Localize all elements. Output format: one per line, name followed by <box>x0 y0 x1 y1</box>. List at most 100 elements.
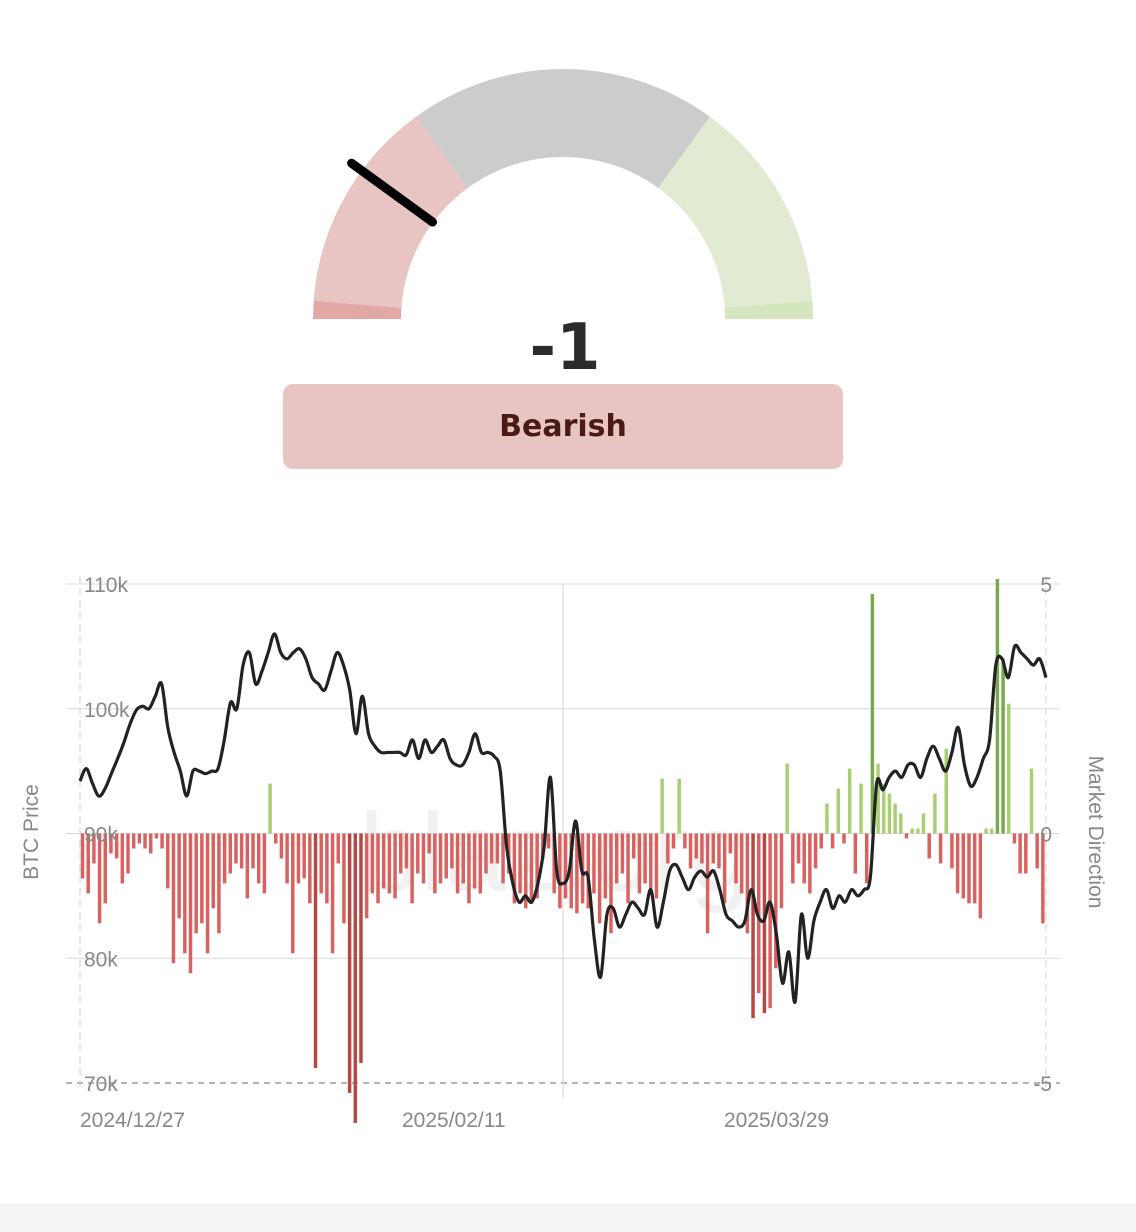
direction-bar <box>535 833 539 899</box>
direction-bar <box>319 833 323 894</box>
direction-bar <box>160 833 164 849</box>
direction-bar <box>131 833 136 849</box>
direction-bar <box>558 833 562 909</box>
direction-bar <box>109 833 113 854</box>
direction-bar <box>967 833 971 904</box>
direction-bar <box>126 833 130 874</box>
chart-svg: blaz.org 70k80k90k100k110k-5052024/12/27… <box>20 574 1107 1132</box>
x-tick-label: 2024/12/27 <box>80 1109 185 1132</box>
direction-bar <box>853 833 858 874</box>
direction-bar <box>757 833 761 994</box>
direction-bar <box>882 783 886 834</box>
direction-bar <box>461 833 465 884</box>
direction-bar <box>785 763 789 834</box>
direction-bar <box>251 833 255 869</box>
direction-bar <box>734 833 738 884</box>
direction-bar <box>660 778 664 834</box>
axis-labels: 70k 80k 90k 100k 110k -5 0 5 2024/12/27 2025/02/1… <box>20 574 1107 1132</box>
direction-bar <box>154 833 159 839</box>
direction-bar <box>626 833 630 904</box>
direction-bar <box>438 833 443 884</box>
direction-bar <box>876 763 880 834</box>
direction-bar <box>268 783 272 834</box>
direction-bar <box>1029 768 1034 834</box>
gauge-needle <box>347 158 438 227</box>
price-series <box>78 632 1048 1004</box>
gauge-segment-bullish <box>658 116 813 319</box>
direction-bar <box>643 833 647 884</box>
direction-bar <box>86 833 90 894</box>
direction-bar <box>774 833 778 969</box>
direction-bar <box>563 833 568 899</box>
direction-bar <box>234 833 238 864</box>
direction-bar <box>484 833 488 874</box>
y-right-tick-label: -5 <box>1033 1073 1052 1096</box>
direction-bar <box>148 833 153 854</box>
direction-bar <box>762 833 767 1014</box>
direction-bar <box>1024 833 1028 874</box>
direction-bar <box>836 788 841 834</box>
direction-bar <box>944 748 948 834</box>
direction-bar <box>200 833 204 924</box>
direction-bar <box>575 833 579 914</box>
direction-bar <box>978 833 983 919</box>
direction-bar <box>779 833 784 909</box>
direction-bar <box>711 833 716 864</box>
direction-bar <box>308 833 312 904</box>
direction-bar <box>222 833 227 884</box>
direction-bar <box>830 833 835 849</box>
direction-bar <box>808 833 812 894</box>
direction-bar <box>120 833 125 884</box>
direction-bar <box>137 833 142 844</box>
direction-bar <box>313 833 318 1069</box>
direction-bar <box>728 833 733 854</box>
direction-bar <box>342 833 346 924</box>
direction-bar <box>910 828 914 834</box>
direction-bar <box>524 833 528 909</box>
direction-bar <box>495 833 500 864</box>
direction-bar <box>410 833 414 904</box>
y-right-tick-label: 0 <box>1040 824 1052 847</box>
direction-bar <box>387 833 392 894</box>
direction-bar <box>501 833 505 884</box>
direction-bar <box>984 828 988 834</box>
direction-bar <box>614 833 619 884</box>
direction-bar <box>899 813 903 834</box>
direction-bar <box>285 833 289 884</box>
direction-bar <box>489 833 494 864</box>
direction-bar <box>80 833 85 879</box>
gauge-segment-neutral <box>416 68 710 188</box>
direction-bar <box>336 833 340 864</box>
direction-bar <box>404 833 409 869</box>
direction-bar <box>1007 703 1011 834</box>
direction-bar <box>597 833 602 924</box>
direction-bar <box>654 833 659 899</box>
direction-bar <box>433 833 437 894</box>
direction-bar <box>938 833 943 864</box>
y-right-tick-label: 5 <box>1040 574 1052 597</box>
direction-bar <box>205 833 210 954</box>
direction-bar <box>870 593 875 834</box>
direction-bar <box>518 833 522 894</box>
direction-bar <box>183 833 187 954</box>
direction-bar <box>694 833 698 859</box>
direction-bar <box>92 833 96 864</box>
direction-bar <box>228 833 233 874</box>
direction-bar <box>796 833 801 864</box>
direction-bar <box>177 833 181 919</box>
direction-bar <box>802 833 806 884</box>
direction-bar <box>705 833 710 934</box>
direction-bar <box>217 833 221 934</box>
status-badge: Bearish <box>283 384 843 469</box>
direction-bar <box>620 833 625 874</box>
direction-bar <box>444 833 448 879</box>
y-left-axis-title: BTC Price <box>20 784 43 880</box>
direction-bar <box>381 833 386 889</box>
x-tick-label: 2025/03/29 <box>724 1109 829 1132</box>
direction-bar <box>416 833 420 874</box>
direction-bar <box>995 579 1000 834</box>
direction-bar <box>904 833 909 839</box>
y-left-tick-label: 110k <box>84 574 128 597</box>
direction-bar <box>688 833 693 869</box>
direction-bar <box>103 833 108 904</box>
